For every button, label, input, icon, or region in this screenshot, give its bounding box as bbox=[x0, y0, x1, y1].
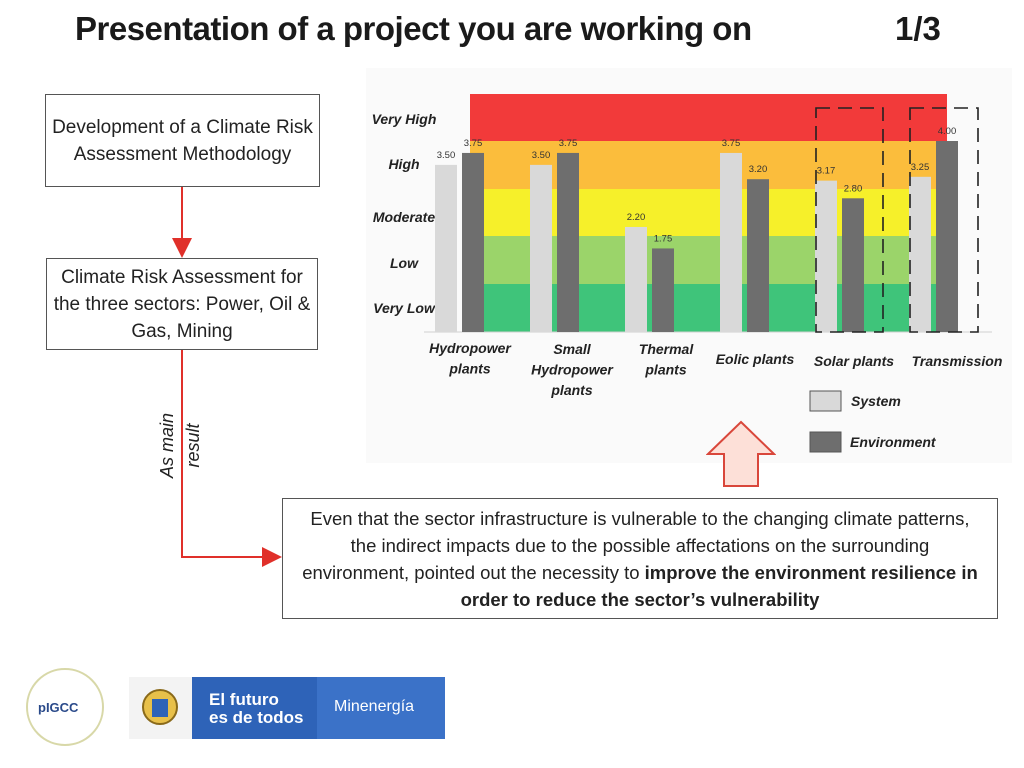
category-label: Hydropower plants bbox=[429, 340, 512, 377]
conclusion-box: Even that the sector infrastructure is v… bbox=[282, 498, 998, 619]
minenergia-logo: El futuro es de todos Minenergía bbox=[129, 677, 445, 739]
system-bar bbox=[815, 180, 837, 332]
environment-value-label: 1.75 bbox=[654, 233, 673, 244]
risk-level-label: Moderate bbox=[373, 209, 435, 225]
highlight-box-solar bbox=[815, 107, 884, 333]
environment-bar bbox=[842, 198, 864, 332]
environment-value-label: 3.75 bbox=[464, 138, 483, 149]
system-value-label: 3.75 bbox=[722, 138, 741, 149]
environment-bar bbox=[557, 152, 579, 332]
category-label: Eolic plants bbox=[716, 351, 795, 367]
risk-band-very-high bbox=[470, 94, 947, 141]
main-result-line-1: As main bbox=[157, 412, 177, 478]
system-bar bbox=[909, 176, 931, 332]
environment-value-label: 3.75 bbox=[559, 138, 578, 149]
assessment-box: Climate Risk Assessment for the three se… bbox=[46, 258, 318, 350]
conclusion-bold: improve the environment resilience in or… bbox=[460, 561, 978, 610]
environment-value-label: 3.20 bbox=[749, 164, 768, 175]
environment-value-label: 2.80 bbox=[844, 183, 863, 194]
conclusion-text: Even that the sector infrastructure is v… bbox=[301, 505, 979, 613]
system-bar bbox=[625, 226, 647, 332]
category-label: Solar plants bbox=[814, 353, 894, 369]
category-label: Transmission bbox=[912, 353, 1003, 369]
system-bar bbox=[435, 164, 457, 332]
colombia-seal-icon bbox=[129, 677, 192, 739]
conclusion-plain: Even that the sector infrastructure is v… bbox=[302, 507, 970, 583]
environment-bar bbox=[747, 179, 769, 332]
legend-label-environment: Environment bbox=[850, 434, 937, 450]
system-value-label: 3.25 bbox=[911, 162, 930, 173]
system-value-label: 3.50 bbox=[532, 150, 551, 161]
main-result-line-2: result bbox=[183, 423, 203, 468]
risk-level-label: Very High bbox=[372, 111, 437, 127]
system-bar bbox=[720, 152, 742, 332]
flow-arrow-2 bbox=[181, 350, 282, 567]
methodology-box: Development of a Climate Risk Assessment… bbox=[45, 94, 320, 187]
environment-bar bbox=[462, 152, 484, 332]
system-value-label: 3.17 bbox=[817, 166, 836, 177]
environment-value-label: 4.00 bbox=[938, 126, 957, 137]
risk-level-label: High bbox=[388, 156, 419, 172]
risk-level-label: Very Low bbox=[373, 300, 436, 316]
main-result-label: As main result bbox=[140, 390, 220, 490]
system-bar bbox=[530, 164, 552, 332]
environment-bar bbox=[652, 248, 674, 332]
risk-chart: Very Low Low Moderate High Very High 3.50 3.50… bbox=[366, 68, 1012, 463]
methodology-text: Development of a Climate Risk Assessment… bbox=[52, 116, 313, 165]
assessment-text: Climate Risk Assessment for the three se… bbox=[53, 266, 311, 342]
system-value-label: 2.20 bbox=[627, 212, 646, 223]
system-value-label: 3.50 bbox=[437, 150, 456, 161]
legend-swatch-system bbox=[809, 390, 842, 412]
category-label: Thermal plants bbox=[639, 341, 695, 378]
page-number: 1/3 bbox=[895, 10, 941, 47]
risk-level-label: Low bbox=[390, 255, 419, 271]
risk-chart-svg: Very Low Low Moderate High Very High 3.50 3.50… bbox=[372, 94, 1003, 453]
pigccme-logo: pIGCC bbox=[26, 668, 104, 746]
environment-bar bbox=[936, 141, 958, 332]
page-title: Presentation of a project you are workin… bbox=[75, 10, 752, 47]
legend-label-system: System bbox=[851, 393, 901, 409]
category-label: Small Hydropower plants bbox=[531, 341, 614, 398]
highlight-box-transmission bbox=[909, 107, 979, 333]
up-arrow-icon bbox=[706, 420, 776, 487]
legend-swatch-environment bbox=[809, 431, 842, 453]
